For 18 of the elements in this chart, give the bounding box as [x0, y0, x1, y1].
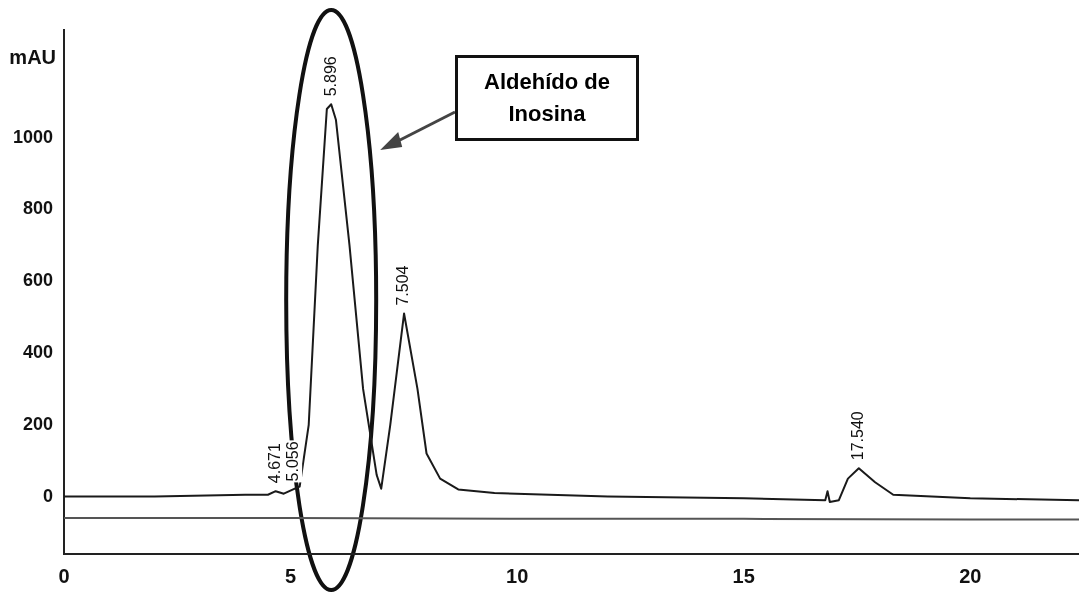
y-tick-label: 200 — [23, 413, 54, 434]
y-tick-label: 800 — [23, 198, 54, 219]
annotation: 17.540 — [849, 411, 867, 461]
x-tick-label: 15 — [732, 564, 755, 587]
annotation: 5.056 — [283, 441, 301, 482]
x-tick-label: 0 — [58, 564, 70, 587]
annotation: 5.896 — [321, 56, 339, 97]
y-tick-label: 600 — [23, 270, 54, 291]
annotation: 7.504 — [394, 265, 412, 306]
y-tick-label: 0 — [43, 485, 54, 506]
y-axis-title: mAU — [9, 45, 57, 68]
x-tick-label: 20 — [959, 564, 982, 587]
y-tick-label: 1000 — [13, 126, 54, 147]
annotation: 4.671 — [266, 443, 284, 484]
y-tick-label: 400 — [23, 341, 54, 362]
annotation: Aldehído de Inosina — [455, 55, 639, 141]
x-tick-label: 5 — [285, 564, 297, 587]
x-tick-label: 10 — [506, 564, 529, 587]
